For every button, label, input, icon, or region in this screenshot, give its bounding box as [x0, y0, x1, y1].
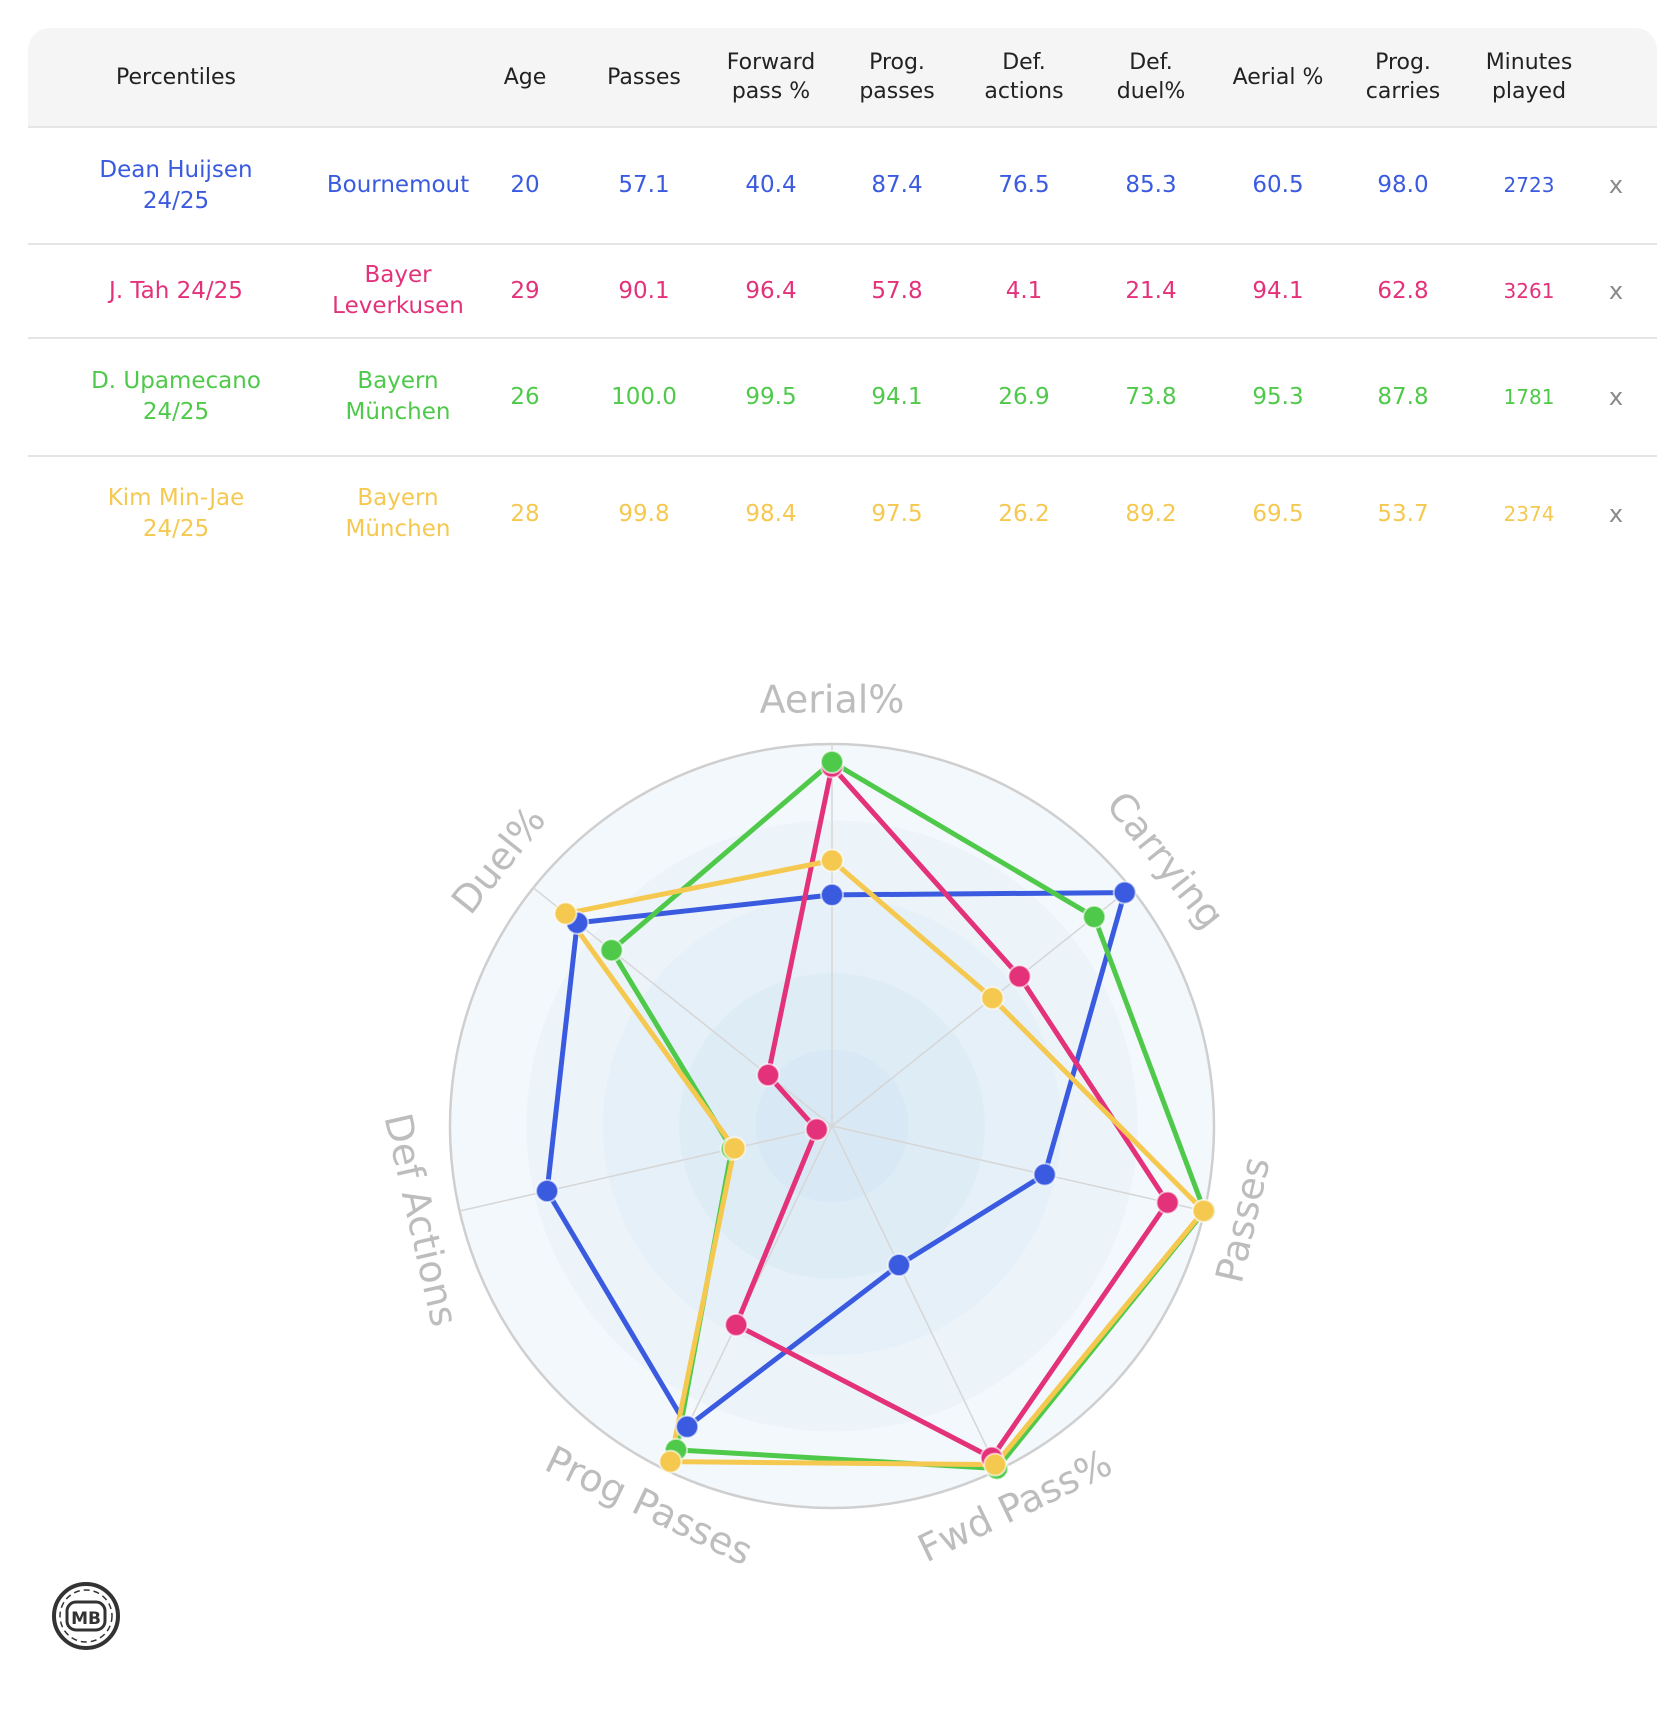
- stat-value: 26.9: [998, 383, 1050, 410]
- column-header: Passes: [607, 64, 681, 90]
- stat-value: 90.1: [618, 277, 670, 304]
- stat-value: 94.1: [871, 383, 923, 410]
- table-row: Dean Huijsen 24/25 Bournemout 20 57.1 40.4 87…: [28, 128, 1657, 245]
- table-row: J. Tah 24/25 Bayer Leverkusen 29 90.1 96.4 57…: [28, 245, 1657, 339]
- series-point: [535, 1179, 560, 1204]
- player-name[interactable]: J. Tah 24/25: [109, 277, 243, 304]
- stat-value: 98.4: [745, 500, 797, 527]
- series-point: [722, 1136, 747, 1161]
- stat-value: 96.4: [745, 277, 797, 304]
- logo-text: MB: [71, 1609, 101, 1629]
- table-header: Percentiles Age Passes Forward pass % Prog. …: [28, 28, 1657, 128]
- column-header: Forward pass %: [726, 50, 816, 104]
- stat-value: 28: [510, 500, 540, 527]
- series-point: [1007, 964, 1032, 989]
- column-header: Minutes played: [1485, 50, 1573, 104]
- series-point: [756, 1063, 781, 1088]
- radar-spoke: [831, 1125, 1205, 1212]
- column-header: Prog. passes: [859, 50, 935, 104]
- header-percentiles: Percentiles: [115, 64, 236, 90]
- series-point: [820, 848, 844, 873]
- stat-value: 99.5: [745, 383, 797, 410]
- stat-value: 26: [510, 383, 540, 410]
- stat-value: 20: [510, 172, 540, 198]
- radar-spoke: [831, 887, 1132, 1127]
- player-name[interactable]: Kim Min-Jae 24/25: [107, 485, 245, 542]
- stat-value: 99.8: [618, 500, 670, 527]
- series-point: [804, 1117, 829, 1142]
- mb-logo-icon: MB: [52, 1582, 120, 1650]
- series-point: [675, 1414, 700, 1439]
- stat-value: 53.7: [1377, 500, 1429, 527]
- stat-value: 1781: [1503, 384, 1555, 409]
- series-point: [553, 901, 578, 926]
- series-point: [1082, 904, 1107, 929]
- column-header: Aerial %: [1232, 64, 1324, 90]
- radar-spoke: [459, 1125, 833, 1212]
- stat-value: 100.0: [611, 383, 677, 410]
- stat-value: 76.5: [998, 172, 1050, 198]
- series-point: [658, 1449, 683, 1474]
- remove-player-button[interactable]: x: [1608, 171, 1624, 199]
- percentiles-table: Percentiles Age Passes Forward pass % Prog. …: [28, 28, 1657, 571]
- series-line: [609, 759, 1207, 1471]
- column-header: Prog. carries: [1365, 50, 1441, 104]
- stat-value: 40.4: [745, 172, 797, 198]
- series-point: [820, 882, 844, 907]
- stat-value: 21.4: [1125, 277, 1177, 304]
- stat-value: 94.1: [1252, 277, 1304, 304]
- stat-value: 98.0: [1377, 172, 1429, 198]
- stat-value: 95.3: [1252, 383, 1304, 410]
- stat-value: 69.5: [1252, 500, 1304, 527]
- team-name: Bournemout: [326, 172, 470, 198]
- series-line: [733, 764, 1171, 1461]
- table-row: D. Upamecano 24/25 Bayern München 26 100.0 9…: [28, 339, 1657, 457]
- table-row: Kim Min-Jae 24/25 Bayern München 28 99.8 98.…: [28, 457, 1657, 571]
- series-point: [820, 749, 844, 774]
- remove-player-button[interactable]: x: [1608, 499, 1624, 528]
- stat-value: 57.8: [871, 277, 923, 304]
- series-point: [1032, 1162, 1057, 1187]
- series-point: [1191, 1198, 1216, 1223]
- stat-value: 2374: [1503, 501, 1555, 526]
- series-point: [724, 1312, 749, 1337]
- stat-value: 73.8: [1125, 383, 1177, 410]
- team-name: Bayern München: [345, 485, 451, 542]
- series-point: [983, 1452, 1008, 1477]
- column-header: Def. duel%: [1116, 50, 1186, 104]
- stat-value: 26.2: [998, 500, 1050, 527]
- series-point: [980, 986, 1005, 1011]
- stat-value: 57.1: [618, 172, 670, 198]
- series-line: [544, 890, 1128, 1430]
- remove-player-button[interactable]: x: [1608, 382, 1624, 411]
- series-line: [563, 858, 1207, 1468]
- table-body: Dean Huijsen 24/25 Bournemout 20 57.1 40.4 87…: [28, 128, 1657, 571]
- player-name[interactable]: Dean Huijsen 24/25: [99, 156, 253, 214]
- axis-label: Passes: [1207, 1153, 1278, 1287]
- team-name: Bayer Leverkusen: [332, 262, 464, 319]
- axis-label: Aerial%: [760, 678, 905, 722]
- team-name: Bayern München: [345, 368, 451, 425]
- stat-value: 62.8: [1377, 277, 1429, 304]
- stat-value: 3261: [1503, 278, 1555, 303]
- remove-player-button[interactable]: x: [1608, 276, 1624, 305]
- radar-spoke: [831, 1125, 999, 1471]
- stat-value: 89.2: [1125, 500, 1177, 527]
- column-header: Def. actions: [984, 50, 1064, 104]
- stat-value: 97.5: [871, 500, 923, 527]
- series-point: [1112, 880, 1137, 905]
- stat-value: 87.8: [1377, 383, 1429, 410]
- series-point: [1155, 1190, 1180, 1215]
- series-point: [886, 1253, 911, 1278]
- stat-value: 85.3: [1125, 172, 1177, 198]
- stat-value: 29: [510, 277, 540, 304]
- stat-value: 87.4: [871, 172, 923, 198]
- column-header: Age: [503, 64, 547, 90]
- series-point: [599, 938, 624, 963]
- stat-value: 4.1: [1005, 277, 1043, 304]
- stat-value: 60.5: [1252, 172, 1304, 198]
- player-name[interactable]: D. Upamecano 24/25: [91, 368, 261, 425]
- stat-value: 2723: [1503, 173, 1555, 197]
